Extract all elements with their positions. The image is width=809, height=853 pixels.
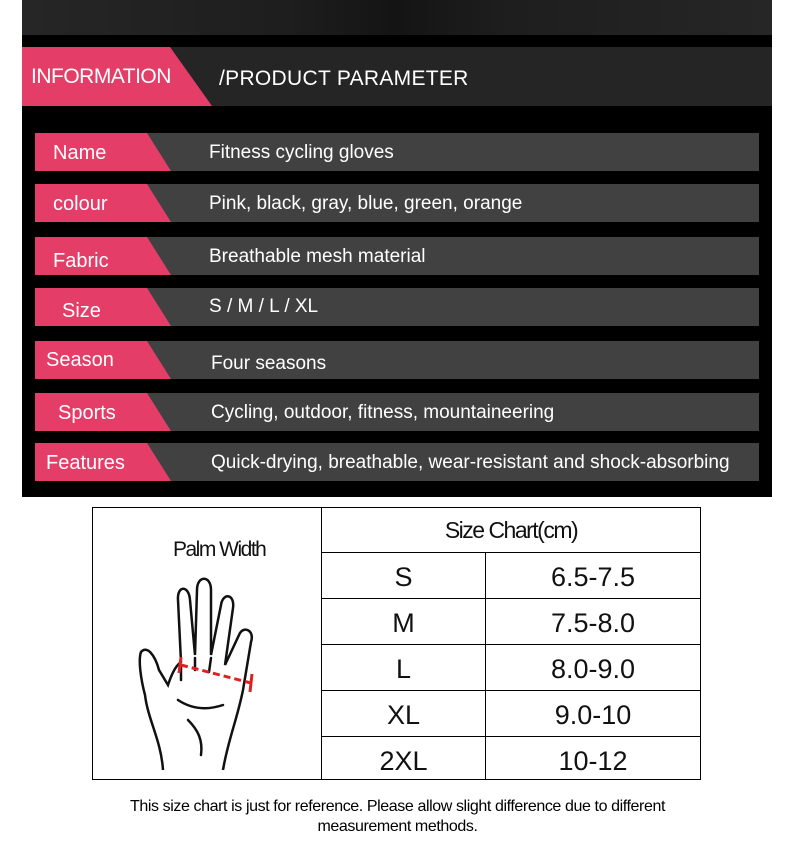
product-image-strip <box>22 0 772 35</box>
param-row: Name Fitness cycling gloves <box>35 133 759 171</box>
range-cell: 9.0-10 <box>554 700 632 730</box>
param-value: Pink, black, gray, blue, green, orange <box>209 193 523 214</box>
size-cell: 2XL <box>322 737 486 779</box>
param-value: Cycling, outdoor, fitness, mountaineerin… <box>211 402 555 423</box>
size-chart: Palm Width Size Chart(cm) S 6.5-7.5 M 7.5-… <box>92 507 701 780</box>
param-value: Four seasons <box>211 353 327 374</box>
param-row: Season Four seasons <box>35 341 759 379</box>
size-chart-note: This size chart is just for reference. P… <box>129 798 666 835</box>
section-header: INFORMATION /PRODUCT PARAMETER <box>22 47 772 106</box>
param-value: Fitness cycling gloves <box>209 142 394 163</box>
size-chart-title: Size Chart(cm) <box>322 508 700 553</box>
param-label-tag: colour <box>35 184 171 222</box>
size-row: S 6.5-7.5 <box>322 553 700 599</box>
hand-illustration-icon <box>138 577 254 770</box>
param-row: colour Pink, black, gray, blue, green, or… <box>35 184 759 222</box>
param-label-tag: Season <box>35 341 171 379</box>
param-row: Fabric Breathable mesh material <box>35 237 759 275</box>
size-cell: S <box>322 553 486 598</box>
size-cell: M <box>322 599 486 644</box>
size-row: M 7.5-8.0 <box>322 599 700 645</box>
range-cell: 6.5-7.5 <box>550 562 636 592</box>
param-label: Features <box>46 452 125 474</box>
size-row: 2XL 10-12 <box>322 737 700 779</box>
param-row: Features Quick-drying, breathable, wear-r… <box>35 443 759 481</box>
param-label-tag: Name <box>35 133 171 171</box>
param-row: Sports Cycling, outdoor, fitness, mountai… <box>35 393 759 431</box>
param-value: S / M / L / XL <box>209 296 319 317</box>
param-label-tag: Fabric <box>35 237 171 275</box>
range-cell: 10-12 <box>558 746 628 776</box>
param-label-tag: Size <box>35 288 171 326</box>
param-label: Sports <box>58 402 116 424</box>
param-value: Quick-drying, breathable, wear-resistant… <box>211 452 730 473</box>
range-cell: 8.0-9.0 <box>550 654 636 684</box>
param-label-tag: Features <box>35 443 171 481</box>
param-label: Fabric <box>53 250 109 272</box>
information-tag: INFORMATION <box>22 47 212 106</box>
product-parameter-panel: INFORMATION /PRODUCT PARAMETER Name Fitne… <box>22 0 772 497</box>
size-cell: L <box>322 645 486 690</box>
param-label: colour <box>53 193 108 215</box>
size-cell: XL <box>322 691 486 736</box>
range-cell: 7.5-8.0 <box>550 608 636 638</box>
param-label: Size <box>62 300 101 322</box>
palm-width-label: Palm Width <box>173 538 267 561</box>
size-row: L 8.0-9.0 <box>322 645 700 691</box>
size-row: XL 9.0-10 <box>322 691 700 737</box>
information-label: INFORMATION <box>31 65 171 88</box>
palm-illustration-cell: Palm Width <box>93 508 322 779</box>
param-value: Breathable mesh material <box>209 246 426 267</box>
param-label: Season <box>46 349 114 371</box>
param-label-tag: Sports <box>35 393 171 431</box>
param-row: Size S / M / L / XL <box>35 288 759 326</box>
param-label: Name <box>53 142 107 164</box>
section-subtitle: /PRODUCT PARAMETER <box>219 67 469 90</box>
